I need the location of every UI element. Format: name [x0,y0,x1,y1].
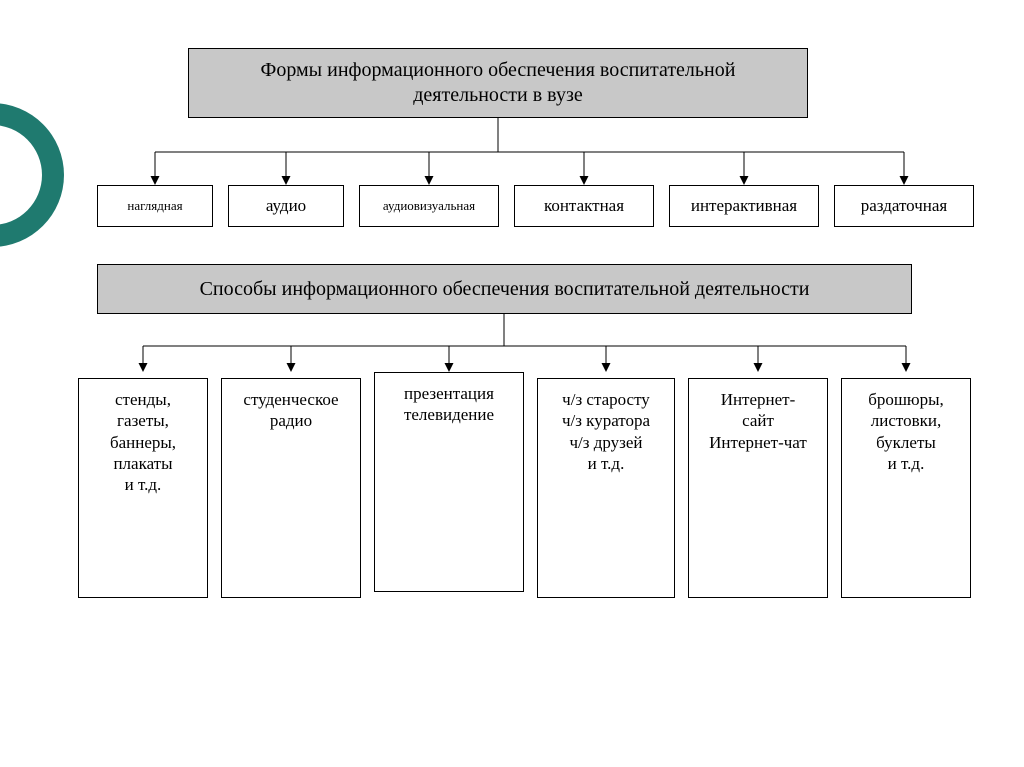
cat-contact: контактная [514,185,654,227]
header-forms: Формы информационного обеспечения воспит… [188,48,808,118]
header-methods: Способы информационного обеспечения восп… [97,264,912,314]
cat-audiovisual: аудиовизуальная [359,185,499,227]
diagram-stage: Формы информационного обеспечения воспит… [0,0,1024,767]
leaf-channels: ч/з старосту ч/з куратора ч/з друзей и т… [537,378,675,598]
leaf-stands: стенды, газеты, баннеры, плакаты и т.д. [78,378,208,598]
leaf-brochure: брошюры, листовки, буклеты и т.д. [841,378,971,598]
leaf-present: презентация телевидение [374,372,524,592]
cat-interactive: интерактивная [669,185,819,227]
cat-audio: аудио [228,185,344,227]
leaf-internet: Интернет- сайт Интернет-чат [688,378,828,598]
cat-handout: раздаточная [834,185,974,227]
leaf-radio: студенческое радио [221,378,361,598]
cat-visual: наглядная [97,185,213,227]
